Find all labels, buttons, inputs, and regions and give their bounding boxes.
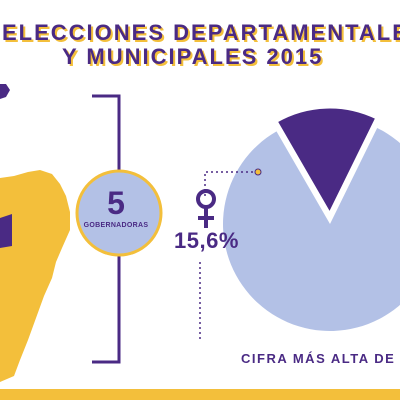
leader-dot	[254, 168, 262, 176]
bottom-bar	[0, 389, 400, 400]
department-map	[0, 170, 70, 382]
footer-text: CIFRA MÁS ALTA DE L	[241, 351, 400, 366]
title-line-2: Y MUNICIPALES 2015	[62, 44, 324, 69]
map-highlight	[0, 214, 12, 248]
governors-label: GOBERNADORAS	[83, 222, 149, 229]
title-line-1: ELECCIONES DEPARTAMENTALES	[2, 20, 400, 45]
pie-slice-highlight	[274, 105, 379, 218]
map-fragment-top	[0, 84, 10, 99]
female-symbol-icon	[196, 189, 216, 228]
percent-label: 15,6%	[174, 228, 239, 253]
pie-chart	[223, 105, 400, 331]
pie-slice-rest	[223, 127, 400, 331]
governors-circle	[75, 169, 163, 257]
governors-number: 5	[107, 185, 125, 221]
